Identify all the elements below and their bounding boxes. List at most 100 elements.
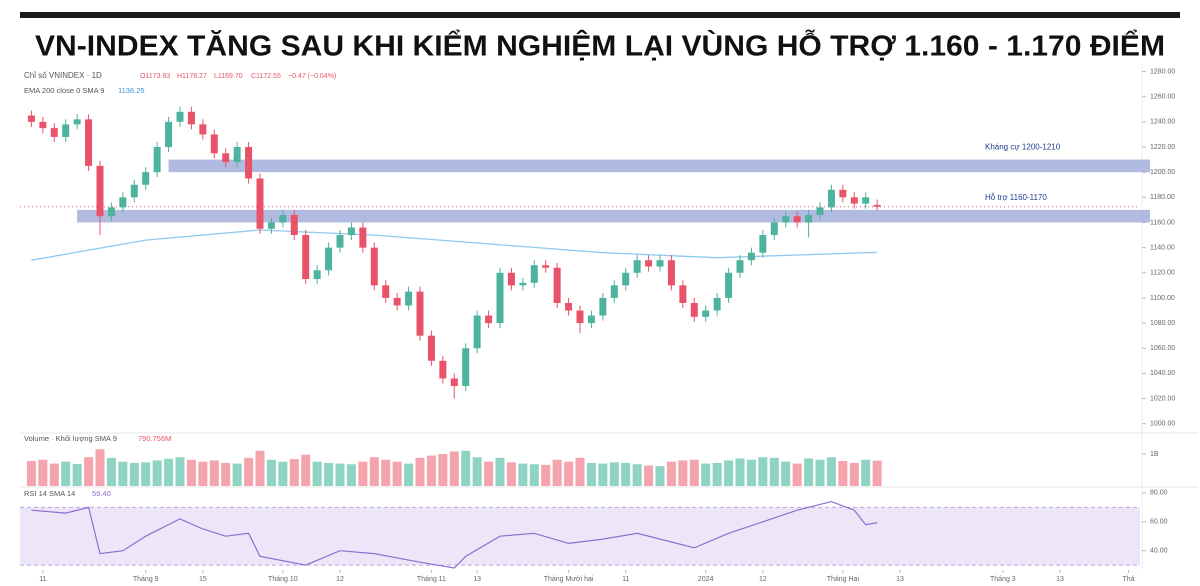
volume-bar xyxy=(106,457,116,486)
y-tick-label: 1080.00 xyxy=(1150,320,1175,327)
volume-bar xyxy=(198,461,208,486)
volume-bar xyxy=(369,457,379,486)
y-tick-label: 1260.00 xyxy=(1150,94,1175,101)
volume-bar xyxy=(404,463,414,486)
candle-body xyxy=(690,302,698,317)
x-tick-label: Tháng 10 xyxy=(268,576,298,583)
ohlc-label: L1169.70 xyxy=(214,73,243,80)
volume-bar xyxy=(244,457,254,486)
candle-body xyxy=(793,216,801,223)
volume-bar xyxy=(724,460,734,486)
symbol-label: Chỉ số VNINDEX · 1D xyxy=(24,71,102,80)
x-tick-label: Thá xyxy=(1123,576,1135,583)
candle-body xyxy=(679,285,687,303)
volume-bar xyxy=(381,459,391,486)
candle-body xyxy=(325,247,333,271)
candle-body xyxy=(770,222,778,236)
candle-body xyxy=(565,302,573,311)
y-tick-label: 1160.00 xyxy=(1150,219,1175,226)
volume-bar xyxy=(838,461,848,486)
candle-body xyxy=(587,315,595,324)
volume-bar xyxy=(849,462,859,486)
candle-body xyxy=(210,134,218,154)
volume-bar xyxy=(438,454,448,486)
volume-bar xyxy=(461,450,471,486)
candle-body xyxy=(645,260,653,267)
zone xyxy=(168,159,1151,173)
candle-body xyxy=(165,121,173,148)
y-tick-label: 1200.00 xyxy=(1150,169,1175,176)
candle-body xyxy=(610,285,618,298)
candle-body xyxy=(496,272,504,324)
volume-bar xyxy=(335,463,345,486)
candle-body xyxy=(142,172,150,185)
candle-body xyxy=(576,310,584,324)
volume-bar xyxy=(735,458,745,486)
candle-body xyxy=(39,121,47,129)
candle-body xyxy=(805,214,813,223)
candle-body xyxy=(107,207,115,217)
candle-body xyxy=(233,147,241,163)
volume-bar xyxy=(575,457,585,486)
volume-bar xyxy=(186,459,196,486)
volume-bar xyxy=(221,462,231,486)
candle-body xyxy=(222,153,230,163)
volume-bar xyxy=(541,464,551,486)
rsi-value: 59.40 xyxy=(92,489,111,498)
volume-bar xyxy=(621,462,631,486)
candle-body xyxy=(405,291,413,306)
volume-bar xyxy=(118,461,128,486)
candle-body xyxy=(530,265,538,283)
volume-bar xyxy=(164,458,174,486)
volume-bar xyxy=(141,462,151,486)
ohlc-label: C1172.55 xyxy=(251,73,281,80)
volume-bar xyxy=(804,458,814,486)
volume-bar xyxy=(346,464,356,486)
volume-bar xyxy=(72,463,82,486)
zone-label: Hỗ trợ 1160-1170 xyxy=(985,193,1047,202)
x-tick-label: Tháng Hai xyxy=(827,576,860,583)
volume-bar xyxy=(586,462,596,486)
volume-bar xyxy=(826,457,836,486)
volume-bar xyxy=(644,465,654,486)
rsi-band xyxy=(20,507,1140,566)
candle-body xyxy=(736,260,744,273)
candle-body xyxy=(187,111,195,125)
candle-body xyxy=(96,165,104,217)
y-tick-label: 1020.00 xyxy=(1150,395,1175,402)
chart-title: VN-INDEX TĂNG SAU KHI KIỂM NGHIỆM LẠI VÙ… xyxy=(35,29,1165,63)
candle-body xyxy=(553,267,561,303)
x-tick-label: Tháng 9 xyxy=(133,576,159,583)
y-tick-label: 1000.00 xyxy=(1150,421,1175,428)
candle-body xyxy=(302,235,310,280)
candle-body xyxy=(622,272,630,286)
candle-body xyxy=(382,285,390,298)
candle-body xyxy=(450,378,458,386)
candle-body xyxy=(782,216,790,223)
volume-bar xyxy=(255,450,265,486)
volume-bar xyxy=(564,461,574,486)
candle-body xyxy=(416,291,424,336)
candle-body xyxy=(130,184,138,198)
volume-bar xyxy=(518,463,528,486)
volume-bar xyxy=(689,459,699,486)
volume-bar xyxy=(289,459,299,486)
x-tick-label: Tháng Mười hai xyxy=(544,576,594,583)
candle-body xyxy=(336,235,344,248)
volume-bar xyxy=(666,461,676,486)
rsi-line xyxy=(31,500,878,569)
volume-bar xyxy=(95,449,105,486)
x-tick-label: 2024 xyxy=(698,576,714,583)
candle-body xyxy=(599,297,607,316)
ema-value: 1136.25 xyxy=(118,86,145,95)
volume-bar xyxy=(861,459,871,486)
candle-body xyxy=(290,214,298,236)
ohlc-label: O1173.93 xyxy=(140,73,170,80)
volume-bar xyxy=(781,461,791,486)
candle-body xyxy=(850,197,858,204)
volume-bar xyxy=(426,455,436,486)
volume-bar xyxy=(38,459,48,486)
candle-body xyxy=(485,315,493,324)
volume-bar xyxy=(449,451,459,486)
volume-bar xyxy=(152,460,162,486)
